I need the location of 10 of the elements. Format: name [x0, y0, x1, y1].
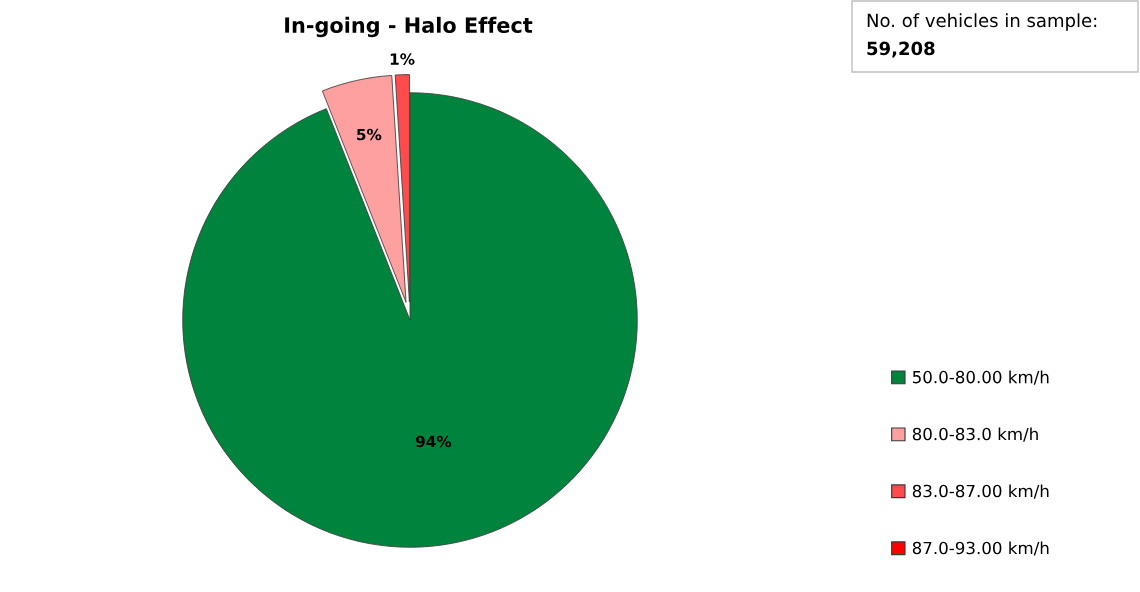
text: 59,208 [867, 41, 935, 58]
chart-title: In-going - Halo Effect [285, 16, 533, 38]
data-label: 5% [357, 128, 382, 141]
legend-label: 87.0-93.00 km/h [912, 541, 1049, 556]
data-label: 94% [415, 435, 452, 448]
data-label: 1% [390, 53, 415, 65]
text: No. of vehicles in sample: [867, 13, 1097, 31]
legend-label: 80.0-83.0 km/h [912, 427, 1038, 442]
legend-label: 50.0-80.00 km/h [912, 370, 1049, 385]
legend-label: 83.0-87.00 km/h [912, 484, 1049, 499]
